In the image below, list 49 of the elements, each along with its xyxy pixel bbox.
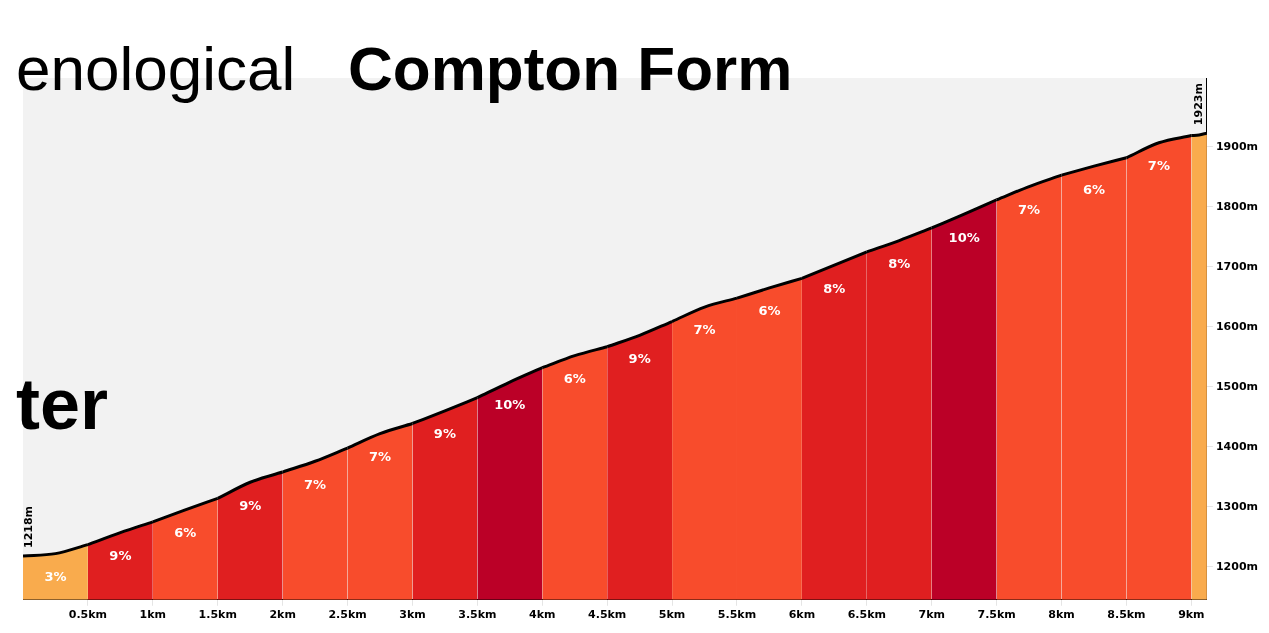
- x-tick-label: 4.5km: [588, 608, 627, 622]
- annotation: 10%: [494, 397, 526, 413]
- y-tick-label: 1300m: [1215, 499, 1258, 513]
- annotation: 1218m: [21, 505, 35, 549]
- annotation: 7%: [1147, 158, 1170, 174]
- annotation: 9%: [109, 548, 132, 563]
- annotation: 8%: [823, 280, 846, 296]
- x-tick-label: 3.5km: [458, 608, 497, 622]
- y-tick-label: 1200m: [1215, 559, 1258, 573]
- x-tick-label: 8.5km: [1107, 608, 1146, 622]
- annotation: 6%: [758, 303, 781, 319]
- annotation: Compton Form: [348, 34, 793, 103]
- annotation: 9%: [628, 350, 651, 366]
- y-tick-label: 1400m: [1215, 439, 1258, 453]
- x-tick-label: 7.5km: [977, 608, 1016, 622]
- x-tick-label: 2.5km: [328, 608, 367, 622]
- annotation: 9%: [239, 497, 262, 513]
- x-tick-label: 4km: [529, 608, 556, 622]
- annotation: 3%: [44, 568, 67, 584]
- x-tick-label: 3km: [399, 608, 426, 622]
- x-tick-label: 6km: [788, 608, 816, 622]
- x-tick-label: 2km: [269, 608, 296, 622]
- x-tick-label: 0.5km: [68, 608, 108, 622]
- annotation: 8%: [888, 255, 911, 271]
- x-tick-label: 6.5km: [847, 608, 886, 622]
- x-tick-label: 1.5km: [198, 608, 237, 622]
- annotation: 7%: [1018, 201, 1041, 217]
- annotation: 7%: [368, 449, 392, 465]
- annotation: 7%: [693, 322, 716, 338]
- y-tick-label: 1800m: [1215, 199, 1258, 213]
- x-tick-label: 5.5km: [717, 608, 757, 622]
- y-tick-label: 1900m: [1215, 139, 1258, 153]
- x-tick-label: 5km: [658, 608, 686, 622]
- annotation: 6%: [1082, 181, 1106, 197]
- x-tick-label: 9km: [1178, 608, 1205, 622]
- annotation: 10%: [948, 229, 980, 245]
- annotation: enological: [16, 34, 296, 103]
- x-tick-label: 8km: [1048, 608, 1075, 622]
- annotation: 1923m: [1191, 83, 1205, 126]
- y-tick-label: 1600m: [1215, 319, 1258, 333]
- y-tick-label: 1500m: [1215, 379, 1258, 393]
- annotation: 7%: [304, 476, 327, 492]
- y-tick-label: 1700m: [1215, 259, 1258, 273]
- annotation: 6%: [174, 525, 197, 541]
- annotation: 6%: [563, 371, 586, 387]
- x-tick-label: 7km: [918, 608, 945, 622]
- x-tick-label: 1km: [139, 608, 167, 622]
- annotation: 9%: [433, 426, 456, 442]
- annotation: ter: [16, 364, 109, 444]
